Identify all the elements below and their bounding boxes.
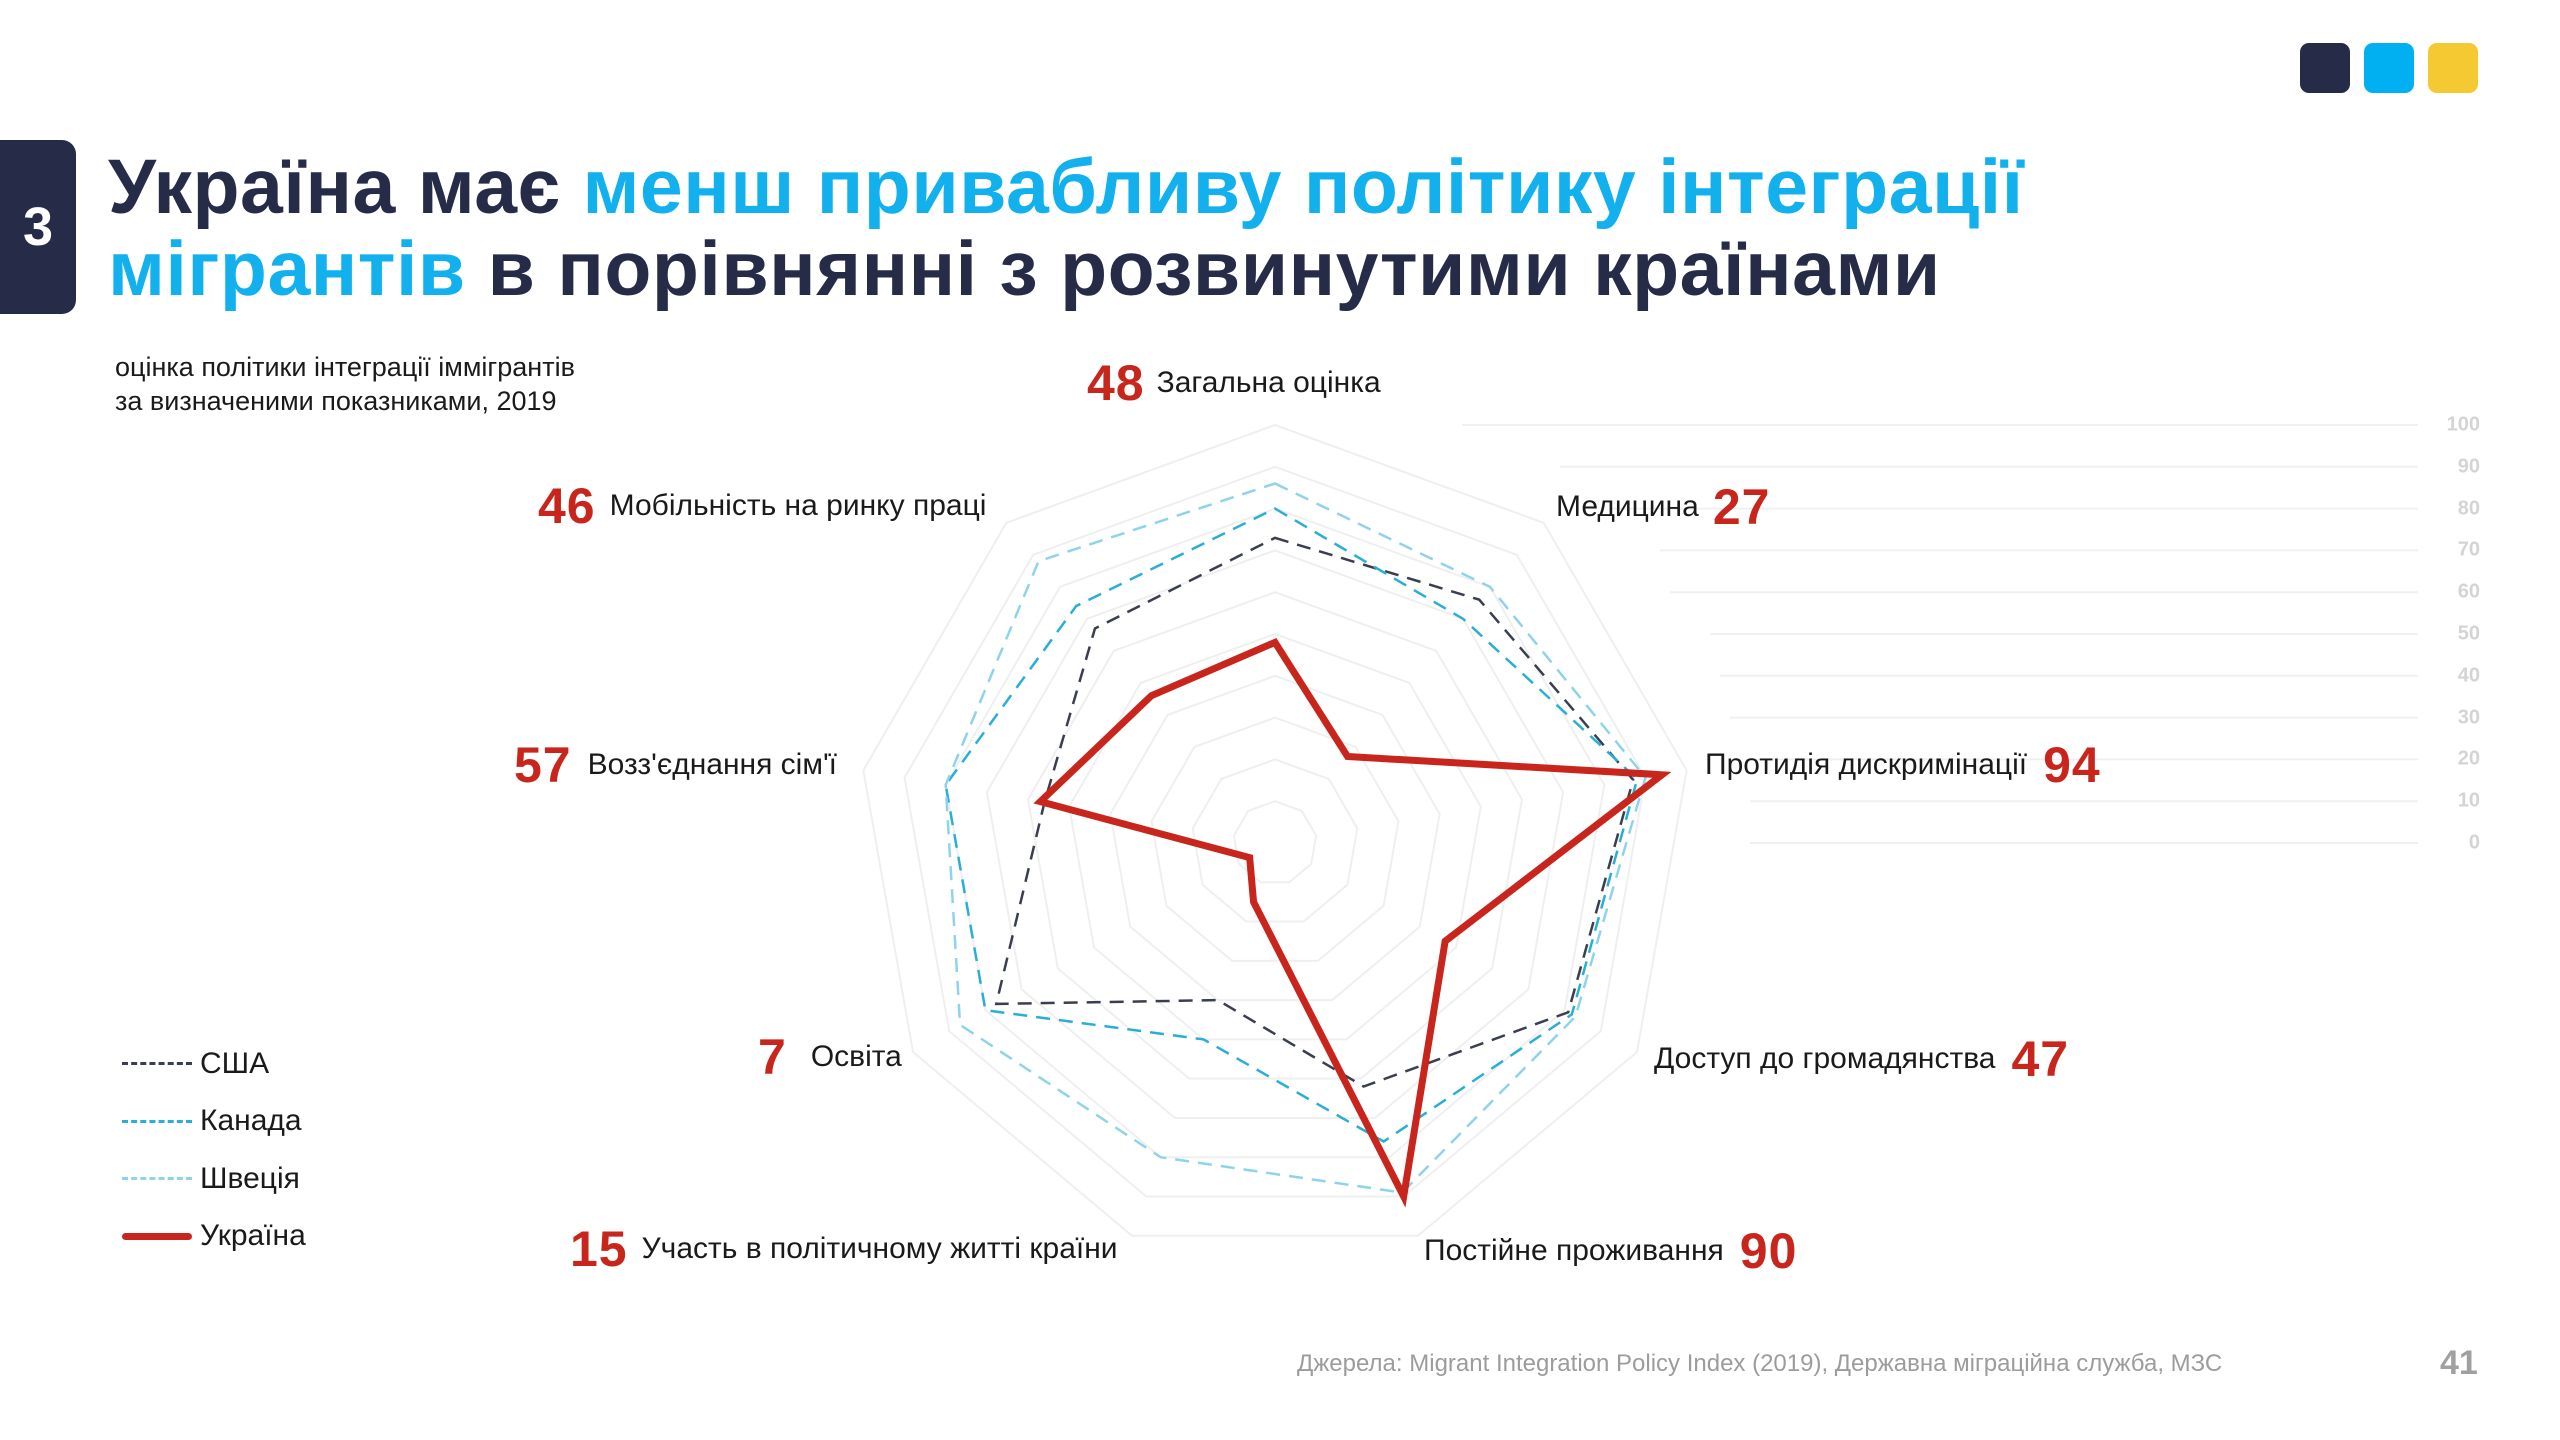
axis-value: 57 [514, 737, 572, 793]
legend-item-canada: Канада [122, 1093, 306, 1151]
legend-swatch [122, 1119, 192, 1123]
legend-label: Швеція [200, 1161, 300, 1195]
legend-swatch [122, 1232, 192, 1240]
axis-value: 94 [2043, 737, 2101, 793]
axis-label-permanent-residence: Постійне проживання 90 [1424, 1222, 1797, 1280]
scale-tick-label: 20 [2457, 747, 2480, 770]
scale-tick-label: 100 [2446, 413, 2480, 436]
legend-label: Канада [200, 1104, 302, 1138]
grid-ring [985, 549, 1565, 1119]
grid-ring [1109, 674, 1441, 1002]
axis-value: 46 [538, 478, 596, 534]
axis-value: 47 [2011, 1031, 2070, 1087]
legend-item-usa: США [122, 1035, 306, 1093]
subtitle-line1: оцінка політики інтеграції іммігрантів [115, 352, 575, 382]
legend-label: Україна [200, 1219, 306, 1253]
page-title: Україна має менш привабливу політику інт… [108, 146, 2024, 310]
axis-name: Возз'єднання сім'ї [587, 748, 838, 781]
grid-ring [862, 423, 1688, 1237]
legend-item-sweden: Швеція [122, 1150, 306, 1208]
axis-name: Освіта [810, 1040, 902, 1073]
subtitle-line2: за визначеними показниками, 2019 [115, 386, 557, 416]
axis-label-overall: 48 Загальна оцінка [1087, 354, 1381, 412]
axis-label-labour-mobility: 46 Мобільність на ринку праці [538, 477, 986, 535]
brand-square-blue [2364, 43, 2414, 93]
series-Україна [1033, 637, 1672, 1208]
page-number: 41 [2440, 1344, 2478, 1382]
series-США [994, 536, 1635, 1088]
axis-label-citizenship: Доступ до громадянства 47 [1654, 1030, 2069, 1088]
axis-name: Участь в політичному житті країни [641, 1232, 1118, 1265]
legend-swatch [122, 1177, 192, 1181]
legend-swatch [122, 1062, 192, 1066]
series-Канада [944, 507, 1639, 1143]
scale-tick-label: 90 [2457, 455, 2480, 478]
scale-tick-label: 70 [2457, 538, 2480, 561]
scale-tick-label: 50 [2457, 622, 2480, 645]
axis-label-education: 7 Освіта [758, 1028, 902, 1086]
legend-item-ukraine: Україна [122, 1208, 306, 1266]
scale-tick-label: 60 [2457, 580, 2480, 603]
grid-ring [1150, 716, 1400, 962]
axis-label-family-reunion: 57 Возз'єднання сім'ї [514, 736, 837, 794]
title-highlight2: мігрантів [108, 226, 466, 312]
section-number-tab: 3 [0, 140, 76, 314]
axis-value: 7 [758, 1029, 787, 1085]
axis-name: Мобільність на ринку праці [609, 489, 987, 522]
axis-value: 90 [1739, 1223, 1798, 1279]
axis-value: 48 [1087, 355, 1145, 411]
axis-name: Доступ до громадянства [1654, 1042, 1996, 1075]
scale-tick-label: 10 [2457, 789, 2480, 812]
grid-ring [1191, 758, 1359, 923]
legend-label: США [200, 1046, 270, 1080]
grid-ring [944, 507, 1606, 1159]
section-number: 3 [22, 197, 54, 257]
scale-tick-label: 40 [2457, 664, 2480, 687]
axis-name: Протидія дискримінації [1705, 748, 2028, 781]
brand-square-dark [2300, 43, 2350, 93]
axis-name: Загальна оцінка [1156, 366, 1381, 399]
scale-tick-label: 80 [2457, 497, 2480, 520]
axis-label-political-participation: 15 Участь в політичному житті країни [570, 1220, 1118, 1278]
grid-ring [1068, 632, 1482, 1041]
scale-tick-label: 30 [2457, 706, 2480, 729]
axis-label-antidiscrimination: Протидія дискримінації 94 [1705, 736, 2101, 794]
series-Швеція [944, 482, 1647, 1194]
brand-square-yellow [2428, 43, 2478, 93]
grid-ring [903, 465, 1647, 1198]
axis-value: 27 [1712, 479, 1771, 535]
axis-name: Медицина [1556, 490, 1699, 523]
axis-value: 15 [570, 1221, 628, 1277]
scale-tick-label: 0 [2468, 831, 2480, 854]
axis-label-health: Медицина 27 [1556, 478, 1770, 536]
chart-legend: США Канада Швеція Україна [122, 1035, 306, 1265]
title-part2: в порівнянні з розвинутими країнами [465, 226, 1941, 312]
axis-name: Постійне проживання [1424, 1234, 1724, 1267]
grid-ring [1026, 591, 1524, 1080]
grid-ring [1232, 800, 1318, 884]
title-highlight1: менш привабливу політику інтеграції [582, 144, 2024, 230]
source-footnote: Джерела: Migrant Integration Policy Inde… [1297, 1350, 2223, 1377]
chart-subtitle: оцінка політики інтеграції іммігрантів з… [115, 350, 575, 418]
title-part1: Україна має [108, 144, 583, 230]
